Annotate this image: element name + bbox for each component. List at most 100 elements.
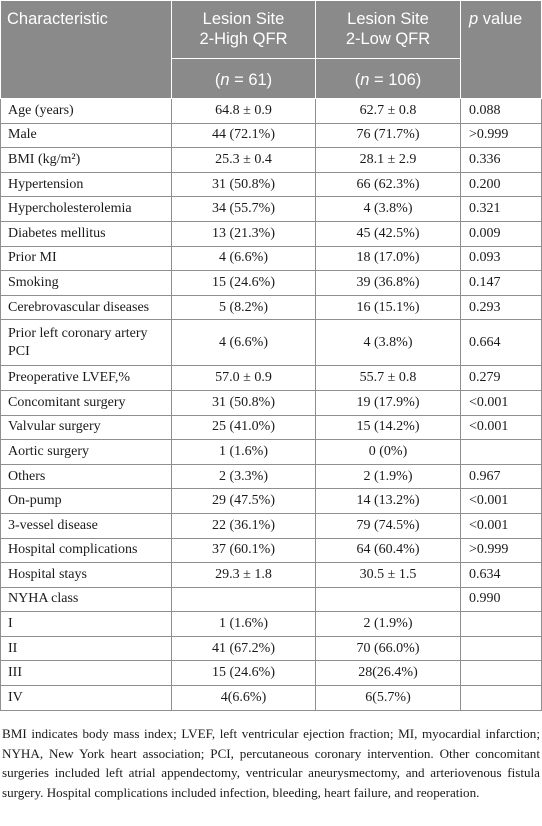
table-row: Valvular surgery 25 (41.0%) 15 (14.2%) <0.0… [0,414,542,441]
p-value-cell [460,611,542,637]
header-low-qfr-line2: 2-Low QFR [345,30,431,48]
low-qfr-cell: 6(5.7%) [315,685,461,711]
table-row: Male 44 (72.1%) 76 (71.7%) >0.999 [0,122,542,149]
row-label-cell: Prior left coronary artery PCI [0,319,172,367]
p-value-cell [460,439,542,465]
header-high-qfr-n: (n = 61) [171,58,316,99]
high-qfr-cell: 2 (3.3%) [171,463,316,490]
table-row: Aortic surgery 1 (1.6%) 0 (0%) [0,439,542,465]
header-low-n-open: ( [354,70,361,89]
row-label-cell: Hospital complications [0,537,172,564]
p-value-cell: >0.999 [460,122,542,149]
high-qfr-cell: 57.0 ± 0.9 [171,365,316,391]
low-qfr-cell: 62.7 ± 0.8 [315,98,461,124]
low-qfr-cell: 16 (15.1%) [315,294,461,321]
high-qfr-cell: 5 (8.2%) [171,294,316,321]
high-qfr-cell: 31 (50.8%) [171,171,316,198]
p-value-cell: 0.279 [460,365,542,391]
low-qfr-cell: 39 (36.8%) [315,270,461,296]
row-label-cell: Valvular surgery [0,414,172,441]
low-qfr-cell: 64 (60.4%) [315,537,461,564]
row-label-cell: Prior MI [0,245,172,272]
high-qfr-cell [171,586,316,613]
header-high-n-rest: = 61) [229,70,273,89]
table-row: 3-vessel disease 22 (36.1%) 79 (74.5%) <0.0… [0,512,542,539]
row-label-cell: BMI (kg/m²) [0,147,172,173]
low-qfr-cell: 14 (13.2%) [315,488,461,514]
high-qfr-cell: 29.3 ± 1.8 [171,562,316,588]
row-label-cell: Hypertension [0,171,172,198]
row-label-cell: II [0,635,172,662]
p-value-cell: 0.321 [460,196,542,222]
row-label-cell: Aortic surgery [0,439,172,465]
p-value-cell: 0.293 [460,294,542,321]
header-high-n-open: ( [214,70,221,89]
table-row: II 41 (67.2%) 70 (66.0%) [0,635,542,662]
header-high-qfr: Lesion Site 2-High QFR [171,0,316,59]
p-value-cell: 0.093 [460,245,542,272]
high-qfr-cell: 13 (21.3%) [171,220,316,247]
high-qfr-cell: 29 (47.5%) [171,488,316,514]
header-characteristic: Characteristic [0,0,172,99]
p-value-cell: 0.147 [460,270,542,296]
high-qfr-cell: 1 (1.6%) [171,611,316,637]
table-row: Age (years) 64.8 ± 0.9 62.7 ± 0.8 0.088 [0,98,542,124]
high-qfr-cell: 4 (6.6%) [171,245,316,272]
high-qfr-cell: 25.3 ± 0.4 [171,147,316,173]
row-label-cell: On-pump [0,488,172,514]
high-qfr-cell: 34 (55.7%) [171,196,316,222]
low-qfr-cell [315,586,461,613]
table-row: Prior MI 4 (6.6%) 18 (17.0%) 0.093 [0,245,542,272]
table-row: Concomitant surgery 31 (50.8%) 19 (17.9%) <… [0,389,542,416]
header-high-n-italic: n [220,70,230,89]
high-qfr-cell: 41 (67.2%) [171,635,316,662]
p-value-cell: >0.999 [460,537,542,564]
low-qfr-cell: 19 (17.9%) [315,389,461,416]
low-qfr-cell: 76 (71.7%) [315,122,461,149]
p-value-cell: 0.990 [460,586,542,613]
table-row: III 15 (24.6%) 28(26.4%) [0,660,542,687]
p-value-cell [460,635,542,662]
p-value-cell: 0.088 [460,98,542,124]
row-label-cell: I [0,611,172,637]
low-qfr-cell: 15 (14.2%) [315,414,461,441]
row-label-cell: Smoking [0,270,172,296]
header-characteristic-label: Characteristic [7,10,108,28]
header-low-qfr-n: (n = 106) [315,58,461,99]
row-label-cell: Hospital stays [0,562,172,588]
low-qfr-cell: 55.7 ± 0.8 [315,365,461,391]
table-row: NYHA class 0.990 [0,586,542,613]
table-row: IV 4(6.6%) 6(5.7%) [0,685,542,711]
p-value-cell: 0.634 [460,562,542,588]
low-qfr-cell: 4 (3.8%) [315,319,461,367]
p-value-cell: <0.001 [460,389,542,416]
table-row: Hypertension 31 (50.8%) 66 (62.3%) 0.200 [0,171,542,198]
high-qfr-cell: 15 (24.6%) [171,660,316,687]
characteristics-table: Characteristic Lesion Site 2-High QFR Le… [0,0,542,711]
p-value-cell [460,685,542,711]
low-qfr-cell: 18 (17.0%) [315,245,461,272]
table-row: On-pump 29 (47.5%) 14 (13.2%) <0.001 [0,488,542,514]
low-qfr-cell: 70 (66.0%) [315,635,461,662]
high-qfr-cell: 37 (60.1%) [171,537,316,564]
p-value-cell: 0.664 [460,319,542,367]
p-value-cell: <0.001 [460,488,542,514]
row-label-cell: IV [0,685,172,711]
high-qfr-cell: 4(6.6%) [171,685,316,711]
header-high-qfr-line1: Lesion Site [202,10,285,28]
header-p-rest: value [478,10,523,28]
high-qfr-cell: 64.8 ± 0.9 [171,98,316,124]
p-value-cell [460,660,542,687]
header-p-value: p value [460,0,542,99]
table-row: BMI (kg/m²) 25.3 ± 0.4 28.1 ± 2.9 0.336 [0,147,542,173]
header-low-n-rest: = 106) [369,70,422,89]
high-qfr-cell: 1 (1.6%) [171,439,316,465]
p-value-cell: 0.009 [460,220,542,247]
low-qfr-cell: 2 (1.9%) [315,463,461,490]
low-qfr-cell: 28.1 ± 2.9 [315,147,461,173]
header-low-n-italic: n [360,70,370,89]
p-value-cell: 0.336 [460,147,542,173]
table-body: Age (years) 64.8 ± 0.9 62.7 ± 0.8 0.088 Male… [0,98,542,711]
table-footnote: BMI indicates body mass index; LVEF, lef… [2,726,540,800]
row-label-cell: Preoperative LVEF,% [0,365,172,391]
